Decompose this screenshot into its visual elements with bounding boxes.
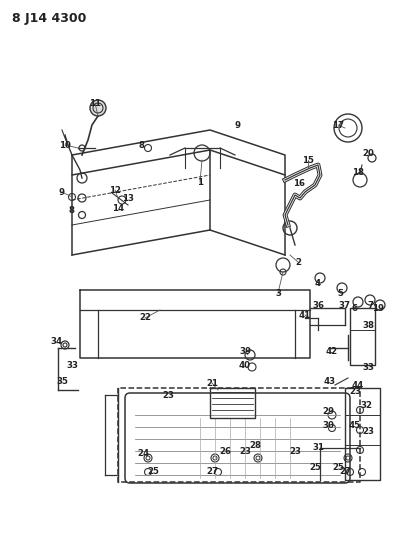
Text: 6: 6 [351,303,357,312]
Text: 5: 5 [336,288,342,297]
Text: 40: 40 [239,360,250,369]
Text: 9: 9 [59,188,65,197]
Text: 4: 4 [314,279,320,287]
Text: 43: 43 [323,377,335,386]
Text: 9: 9 [235,120,241,130]
Text: 27: 27 [338,467,350,477]
Text: 3: 3 [274,288,280,297]
Text: 26: 26 [219,448,231,456]
Text: 23: 23 [288,448,300,456]
Text: 18: 18 [351,167,363,176]
Text: 19: 19 [371,303,383,312]
Text: 44: 44 [351,381,363,390]
Text: 7: 7 [366,301,372,310]
Text: 20: 20 [361,149,373,157]
Text: 30: 30 [321,421,333,430]
Text: 22: 22 [139,313,151,322]
Text: 17: 17 [331,120,343,130]
Text: 23: 23 [361,427,373,437]
Circle shape [90,100,106,116]
Text: 34: 34 [51,337,63,346]
Text: 31: 31 [311,443,323,453]
Text: 8: 8 [139,141,145,149]
Text: 21: 21 [205,378,217,387]
Text: 42: 42 [325,348,337,357]
Text: 25: 25 [308,464,320,472]
Text: 24: 24 [137,448,149,457]
Text: 8: 8 [69,206,75,214]
Text: 23: 23 [239,448,250,456]
Text: 36: 36 [311,301,323,310]
Text: 25: 25 [331,464,343,472]
Text: 10: 10 [59,141,71,149]
Text: 1: 1 [196,177,203,187]
Text: 35: 35 [56,377,68,386]
Text: 33: 33 [66,360,78,369]
Text: 32: 32 [359,400,371,409]
Text: 15: 15 [301,156,313,165]
Text: 37: 37 [338,301,350,310]
Text: 39: 39 [239,348,250,357]
Text: 2: 2 [294,257,300,266]
Text: 23: 23 [162,391,174,400]
Text: 27: 27 [205,467,217,477]
Text: 45: 45 [348,421,360,430]
Text: 33: 33 [361,364,373,373]
Text: 41: 41 [298,311,310,319]
Text: 25: 25 [147,467,158,477]
Text: 28: 28 [248,440,260,449]
Text: 8 J14 4300: 8 J14 4300 [12,12,86,25]
Text: 38: 38 [361,320,373,329]
Text: 23: 23 [348,387,360,397]
Text: 12: 12 [109,185,121,195]
Text: 14: 14 [111,204,124,213]
Text: 11: 11 [89,99,101,108]
Text: 16: 16 [292,179,304,188]
Text: 29: 29 [321,408,333,416]
Text: 13: 13 [122,193,134,203]
